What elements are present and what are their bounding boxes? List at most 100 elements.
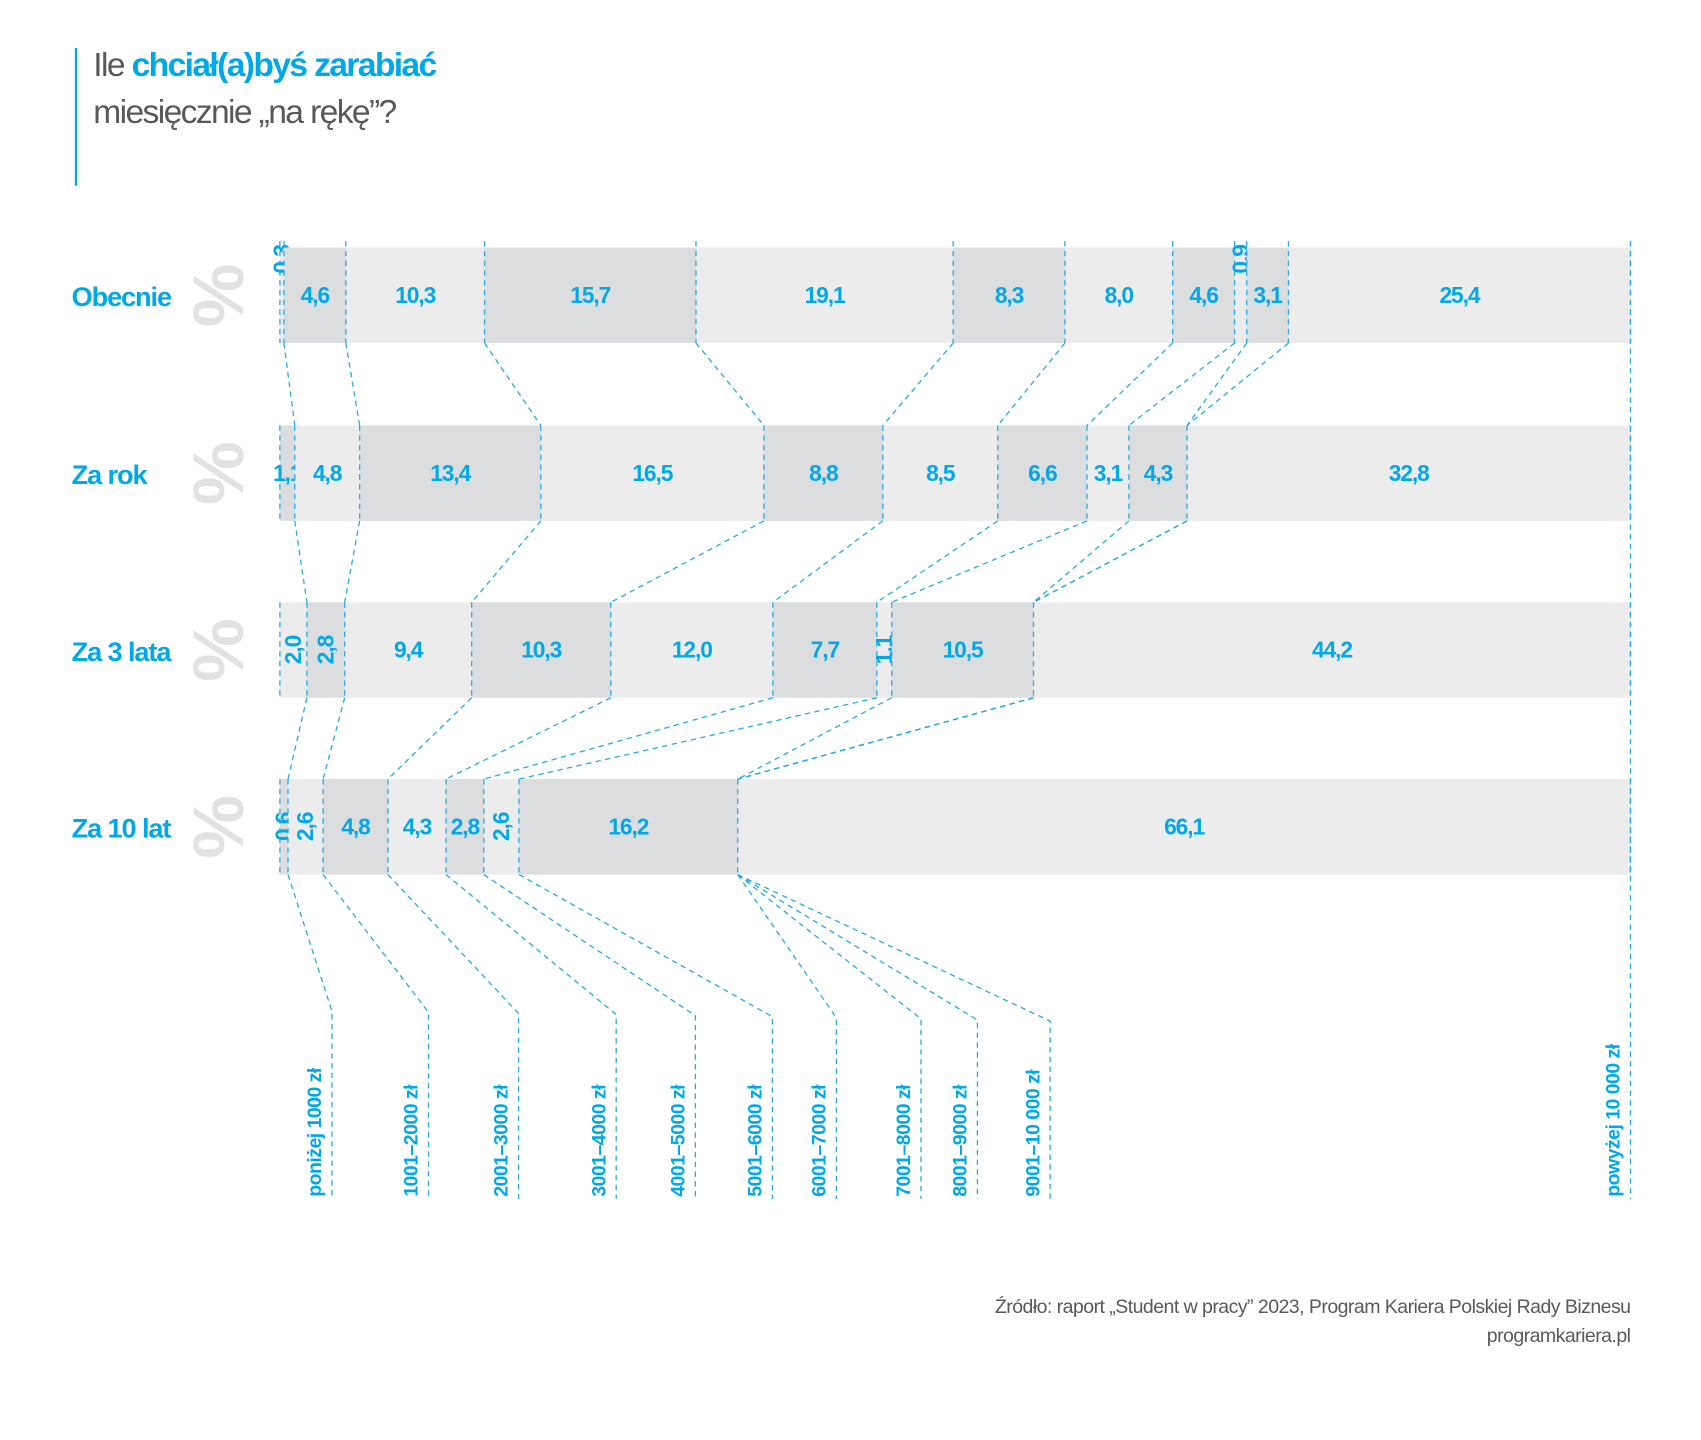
- legend-label: 6001–7000 zł: [809, 1084, 831, 1197]
- connector-line: [322, 697, 346, 780]
- bar-segment: [997, 425, 1088, 521]
- connector-line: [1186, 342, 1289, 426]
- row-label: Za 3 lata: [72, 636, 173, 667]
- title-line2: miesięcznie „na rękę”?: [93, 94, 396, 131]
- bar-segment: [1288, 247, 1632, 344]
- bar-segment: [1064, 247, 1174, 344]
- title-part1: Ile: [93, 47, 131, 84]
- data-label: 10,3: [521, 637, 561, 663]
- legend-item: 5001–6000 zł: [518, 874, 774, 1199]
- data-label: 12,0: [672, 637, 712, 663]
- legend-label: poniżej 1000 zł: [304, 1067, 326, 1197]
- legend-item: 4001–5000 zł: [483, 874, 697, 1199]
- bar-segment: [737, 779, 1632, 875]
- bar-segment: [610, 602, 774, 698]
- data-label: 4,6: [301, 282, 330, 308]
- bar-segment: [287, 779, 324, 875]
- data-label: 2,8: [312, 635, 338, 664]
- bar-segment: [344, 602, 473, 698]
- data-label: 10,5: [943, 637, 984, 663]
- bar-segment: [1246, 247, 1290, 344]
- legend-connector: [445, 874, 617, 1199]
- data-label: 10,3: [395, 282, 435, 308]
- legend-connector: [518, 874, 774, 1199]
- bar-segment: [1033, 602, 1632, 698]
- data-label: 4,8: [313, 460, 342, 486]
- data-label: 66,1: [1164, 813, 1205, 839]
- connector-line: [891, 520, 1088, 603]
- legend-item: 2001–3000 zł: [387, 874, 520, 1199]
- data-label: 9,4: [394, 637, 424, 663]
- bar-segment: [695, 247, 954, 344]
- bar-segment: [471, 602, 612, 698]
- legend-connector: [322, 874, 430, 1199]
- data-label: 2,6: [488, 812, 514, 841]
- bar-segment: [279, 425, 296, 521]
- bar-segment: [1087, 425, 1130, 521]
- data-label: 4,6: [1189, 282, 1218, 308]
- data-label: 4,3: [403, 813, 432, 839]
- connector-line: [737, 697, 1034, 780]
- data-label: 4,3: [1144, 460, 1173, 486]
- bar-row-1: Za rok% 1,1 4,8 13,4 16,5 8,8 8,5 6,6 3,1 4,3 32,8: [72, 425, 1632, 521]
- bar-segment: [359, 425, 542, 521]
- connector-line: [345, 342, 361, 426]
- legend-label: 8001–9000 zł: [950, 1084, 972, 1197]
- connector-line: [610, 520, 765, 603]
- legend-label: 1001–2000 zł: [401, 1084, 423, 1197]
- percent-glyph: %: [179, 618, 259, 682]
- bar-row-3: Za 10 lat% 0,62,6 4,8 4,3 2,8 2,6 16,2 66,1: [72, 779, 1632, 875]
- bar-segment: [279, 602, 308, 698]
- legend-item: 1001–2000 zł: [322, 874, 430, 1199]
- bar-segment: [446, 779, 485, 875]
- data-label: 16,2: [608, 813, 648, 839]
- legend-item: 8001–9000 zł: [737, 874, 979, 1199]
- connectors-layer: [283, 342, 1289, 780]
- data-label: 8,8: [809, 460, 838, 486]
- bar-segment: [1128, 425, 1188, 521]
- legend-item: poniżej 1000 zł: [287, 874, 333, 1199]
- connector-line: [737, 697, 1034, 780]
- connector-line: [997, 342, 1066, 426]
- data-label: 13,4: [430, 460, 471, 486]
- page-title: Ile chciał(a)byś zarabiać: [93, 47, 436, 84]
- connector-line: [772, 520, 884, 603]
- data-label: 8,5: [926, 460, 956, 486]
- connector-line: [737, 697, 893, 780]
- legend-item: 3001–4000 zł: [445, 874, 617, 1199]
- legend-connector: [737, 874, 838, 1199]
- title-highlight: chciał(a)byś zarabiać: [132, 47, 437, 84]
- connector-line: [1128, 342, 1235, 426]
- footer-site: programkariera.pl: [1487, 1325, 1631, 1347]
- data-label: 44,2: [1312, 637, 1352, 663]
- legend-item: 6001–7000 zł: [737, 874, 838, 1199]
- row-label: Za 10 lat: [72, 813, 172, 844]
- connector-line: [518, 697, 877, 780]
- bar-segment: [763, 425, 884, 521]
- data-label: 19,1: [805, 282, 846, 308]
- legend-connector: [737, 874, 922, 1199]
- data-label: 2,8: [451, 813, 480, 839]
- legend-label: 9001–10 000 zł: [1022, 1069, 1044, 1197]
- legend-item: powyżej 10 000 zł: [1603, 241, 1632, 1199]
- bar-segment: [1234, 247, 1248, 344]
- category-legend: poniżej 1000 zł 1001–2000 zł 2001–3000 zł 3…: [287, 241, 1632, 1199]
- connector-line: [876, 520, 999, 603]
- bar-segment: [306, 602, 346, 698]
- connector-line: [484, 342, 542, 426]
- connector-line: [294, 520, 308, 603]
- data-label: 6,6: [1028, 460, 1057, 486]
- legend-label: 3001–4000 zł: [588, 1084, 610, 1197]
- bar-row-0: Obecnie %0,34,6 10,3 15,7 19,1 8,3 8,0 4,60,93,…: [72, 241, 1632, 344]
- footer-source: Źródło: raport „Student w pracy” 2023, P…: [995, 1295, 1631, 1318]
- connector-line: [1186, 342, 1248, 426]
- connector-line: [445, 697, 612, 780]
- legend-item: 9001–10 000 zł: [737, 873, 1051, 1199]
- legend-item: 7001–8000 zł: [737, 874, 922, 1199]
- connector-line: [695, 342, 765, 426]
- bar-segment: [283, 247, 347, 344]
- data-label: 3,1: [1253, 282, 1283, 308]
- percent-glyph: %: [179, 263, 259, 327]
- data-label: 32,8: [1389, 460, 1429, 486]
- bar-segment: [540, 425, 765, 521]
